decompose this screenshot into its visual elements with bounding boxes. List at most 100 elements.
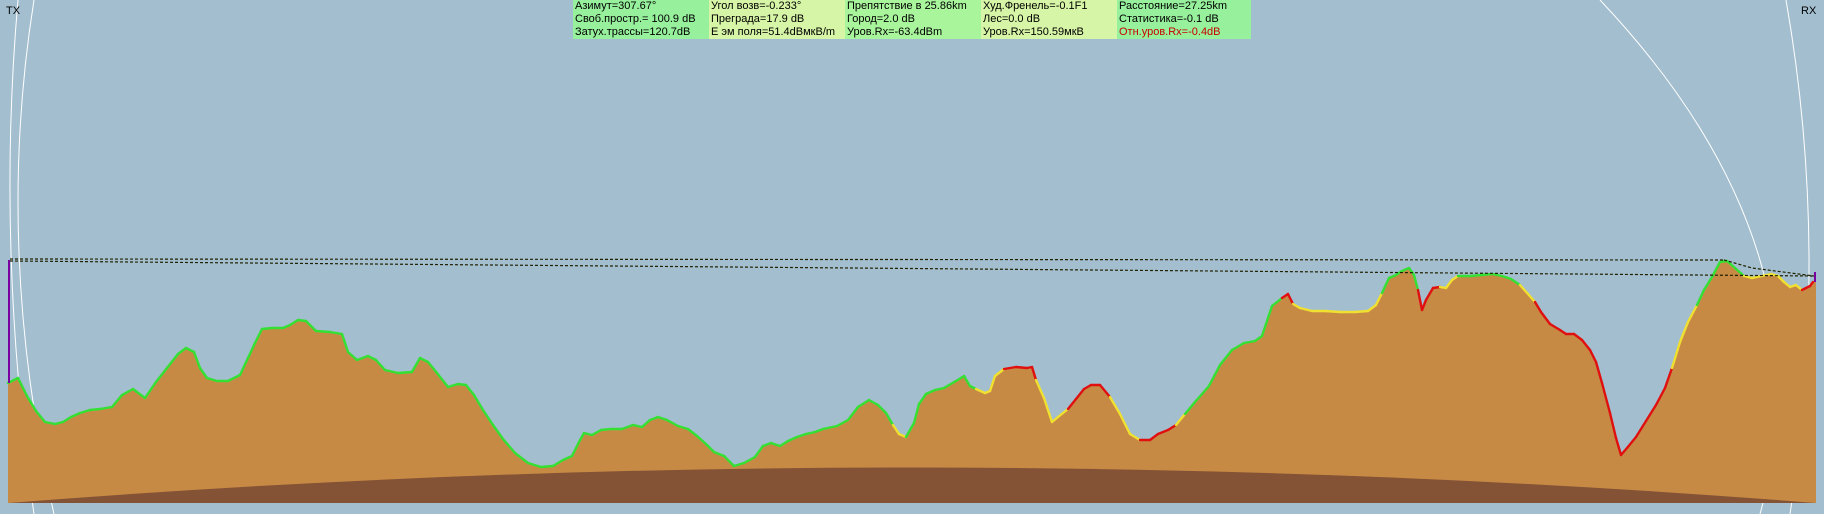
azimuth-value: Азимут=307.67° [573,0,709,13]
terrain-clearance-segment [426,360,439,375]
terrain-clearance-segment [61,415,73,424]
terrain-clearance-segment [1260,304,1274,338]
terrain-clearance-segment [184,346,196,354]
terrain-clearance-segment [1572,332,1584,342]
terrain-clearance-segment [53,420,65,426]
terrain-clearance-segment [1686,303,1699,324]
terrain-clearance-segment [1424,286,1435,302]
terrain-clearance-segment [226,373,242,383]
terrain-clearance-segment [1670,340,1682,370]
terrain-clearance-segment [1253,334,1264,343]
terrain-clearance-segment [962,374,972,388]
terrain-clearance-segment [1183,400,1197,416]
terrain-clearance-segment [205,376,219,383]
terrain-clearance-segment [993,367,1006,378]
terrain-clearance-segment [582,431,594,437]
terrain-clearance-segment [253,327,264,345]
terrain-clearance-segment [551,458,565,468]
terrain-clearance-segment [631,423,644,429]
terrain-clearance-segment [501,437,517,455]
earth-curvature-bulge [8,467,1816,503]
relative-rx-level-value: Отн.уров.Rx=-0.4dB [1117,26,1251,39]
terrain-clearance-segment [1066,397,1078,411]
terrain-clearance-segment [396,370,414,375]
terrain-clearance-segment [732,461,746,468]
terrain-clearance-segment [1490,272,1504,278]
terrain-clearance-segment [98,405,114,411]
obstacle-distance-value: Препятствие в 25.86km [845,0,981,13]
terrain-clearance-segment [288,318,300,327]
terrain-clearance-segment [1034,378,1046,400]
terrain-clearance-segment [1108,395,1122,416]
terrain-clearance-segment [1050,415,1060,424]
terrain-clearance-segment [1742,274,1754,280]
terrain-clearance-segment [1098,383,1112,399]
terrain-clearance-segment [1750,274,1764,280]
terrain-clearance-segment [761,441,773,448]
terrain-clearance-segment [435,371,450,389]
terrain-clearance-segment [1760,272,1773,278]
terrain-clearance-segment [154,366,169,384]
terrain-clearance-segment [456,382,468,387]
terrain-clearance-segment [695,434,708,446]
terrain-clearance-segment [640,418,652,429]
terrain-clearance-segment [1412,273,1420,292]
terrain-clearance-segment [1242,339,1257,345]
terrain-clearance-segment [1558,328,1568,336]
terrain-clearance-segment [539,464,555,469]
terrain-clearance-segment [328,330,344,336]
terrain-clearance-segment [1270,296,1284,308]
terrain-clearance-segment [1353,309,1370,314]
terrain-clearance-segment [374,358,387,372]
terrain-clearance-segment [481,408,495,427]
terrain-clearance-segment [1625,435,1638,450]
terrain-clearance-segment [1286,292,1295,306]
terrain-clearance-segment [446,382,460,389]
link-budget-panel: Азимут=307.67° Угол возв=-0.233° Препятс… [573,0,1251,39]
terrain-clearance-segment [1588,348,1598,364]
terrain-clearance-segment [1207,363,1222,388]
terrain-clearance-segment [1782,280,1792,289]
terrain-clearance-segment [1166,423,1178,432]
terrain-clearance-segment [472,393,485,412]
terrain-clearance-segment [1407,266,1416,277]
terrain-clearance-segment [856,398,871,409]
terrain-clearance-segment [590,428,603,437]
terrain-clearance-segment [722,454,736,468]
terrain-clearance-segment [942,379,958,390]
terrain-clearance-segment [1480,272,1494,277]
path-loss-value: Затух.трассы=120.7dB [573,26,709,39]
terrain-clearance-segment [821,424,839,431]
terrain-clearance-segment [897,432,908,439]
terrain-clearance-segment [1042,396,1054,424]
terrain-clearance-segment [804,430,817,436]
terrain-clearance-segment [314,329,332,334]
terrain-clearance-segment [238,356,250,377]
terrain-clearance-segment [676,424,690,431]
terrain-clearance-segment [1193,384,1211,404]
terrain-clearance-segment [753,444,765,459]
terrain-clearance-segment [1533,300,1543,314]
forest-loss-value: Лес=0.0 dB [981,13,1117,26]
terrain-profile [8,261,1816,503]
terrain-clearance-segment [513,451,530,465]
terrain-clearance-segment [704,442,716,454]
terrain-clearance-segment [1695,288,1706,307]
terrain-clearance-segment [304,319,318,333]
terrain-clearance-segment [1416,288,1424,312]
terrain-clearance-segment [933,386,946,392]
statistics-loss-value: Статистика=-0.1 dB [1117,13,1251,26]
terrain-clearance-segment [491,423,505,441]
terrain-clearance-segment [340,332,350,354]
terrain-clearance-segment [1380,276,1391,295]
terrain-clearance-segment [599,427,613,432]
terrain-clearance-segment [988,374,997,393]
terrain-clearance-segment [192,350,202,370]
terrain-clearance-segment [1733,266,1746,278]
terrain-clearance-segment [778,439,790,448]
terrain-clearance-segment [686,427,699,438]
terrain-clearance-segment [110,393,124,409]
obstruction-loss-value: Преграда=17.9 dB [709,13,845,26]
terrain-clearance-segment [1082,383,1093,391]
